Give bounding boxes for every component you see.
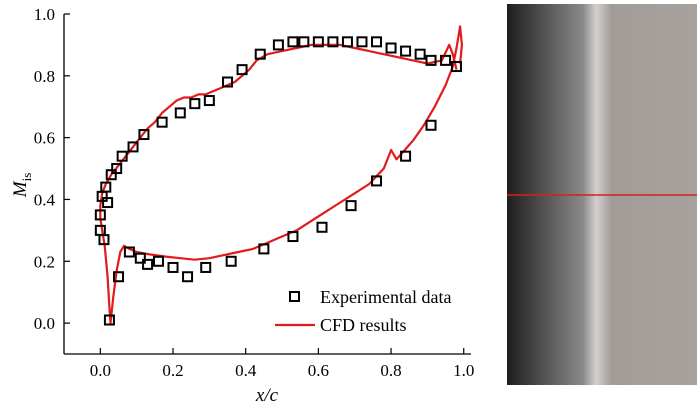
x-axis-title: x/c	[255, 385, 279, 406]
experimental-point	[450, 61, 462, 73]
experimental-point	[116, 150, 128, 162]
legend: Experimental data CFD results	[275, 287, 451, 335]
plot-area: 0.0 0.2 0.4 0.6 0.8 1.0 0.0 0.2 0.4 0.6 0.8 1.0	[34, 5, 475, 380]
legend-marker-experimental	[289, 291, 300, 302]
y-tick-label: 0.6	[34, 129, 55, 148]
experimental-point	[425, 119, 437, 131]
y-axis-title: Mis	[10, 173, 34, 199]
y-ticks: 0.0 0.2 0.4 0.6 0.8 1.0	[34, 5, 70, 333]
experimental-point	[167, 261, 179, 273]
x-ticks: 0.0 0.2 0.4 0.6 0.8 1.0	[90, 348, 474, 380]
experimental-point	[225, 255, 237, 267]
y-tick-label: 0.2	[34, 252, 55, 271]
x-tick-label: 0.6	[308, 361, 329, 380]
experimental-point	[287, 36, 299, 48]
experimental-point	[123, 246, 135, 258]
experimental-point	[236, 64, 248, 76]
y-tick-label: 0.0	[34, 314, 55, 333]
experimental-point	[156, 116, 168, 128]
experimental-point	[400, 45, 412, 57]
y-axis-title-main: M	[10, 180, 31, 198]
experimental-point	[200, 261, 212, 273]
y-tick-label: 0.4	[34, 190, 56, 209]
y-tick-label: 1.0	[34, 5, 55, 24]
experimental-point	[100, 181, 112, 193]
experimental-point	[327, 36, 339, 48]
x-tick-label: 0.8	[380, 361, 401, 380]
experimental-point	[254, 48, 266, 60]
experimental-point	[102, 197, 114, 209]
experimental-point	[152, 255, 164, 267]
experimental-point	[189, 98, 201, 110]
experimental-point	[174, 107, 186, 119]
experimental-point	[138, 129, 150, 141]
experimental-point	[203, 95, 215, 107]
legend-label-cfd: CFD results	[320, 315, 407, 335]
experimental-point	[287, 231, 299, 243]
legend-label-experimental: Experimental data	[320, 287, 451, 307]
experimental-point	[316, 221, 328, 233]
x-tick-label: 0.4	[235, 361, 257, 380]
experimental-point	[371, 175, 383, 187]
experimental-point	[400, 150, 412, 162]
experimental-point	[425, 54, 437, 66]
experimental-point	[356, 36, 368, 48]
experimental-point	[113, 271, 125, 283]
side-panel-image	[507, 4, 697, 385]
experimental-point	[111, 163, 123, 175]
experimental-point	[103, 314, 115, 326]
experimental-point	[345, 200, 357, 212]
x-tick-label: 1.0	[453, 361, 474, 380]
experimental-point	[272, 39, 284, 51]
x-tick-label: 0.0	[90, 361, 111, 380]
series-markers	[94, 36, 462, 326]
experimental-point	[258, 243, 270, 255]
experimental-point	[371, 36, 383, 48]
experimental-point	[127, 141, 139, 153]
x-tick-label: 0.2	[162, 361, 183, 380]
experimental-point	[341, 36, 353, 48]
y-axis-title-sub: is	[19, 173, 34, 182]
experimental-point	[312, 36, 324, 48]
experimental-point	[98, 234, 110, 246]
experimental-point	[94, 209, 106, 221]
cfd-results-line	[99, 25, 463, 325]
experimental-point	[222, 76, 234, 88]
experimental-point	[134, 252, 146, 264]
experimental-point	[414, 48, 426, 60]
experimental-point	[298, 36, 310, 48]
experimental-point	[142, 258, 154, 270]
experimental-point	[440, 54, 452, 66]
series-lines	[99, 25, 463, 325]
y-tick-label: 0.8	[34, 67, 55, 86]
experimental-point	[182, 271, 194, 283]
experimental-point	[385, 42, 397, 54]
